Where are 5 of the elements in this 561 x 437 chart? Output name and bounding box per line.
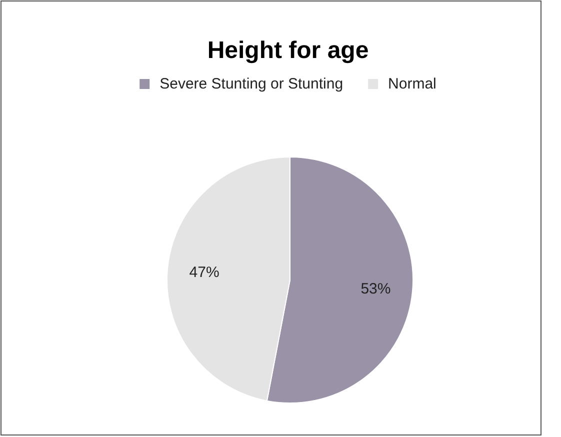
data-label: 47% (189, 264, 220, 282)
data-label: 53% (360, 280, 391, 298)
chart-title: Height for age (207, 37, 369, 64)
legend-label: Severe Stunting or Stunting (160, 76, 344, 92)
legend-label: Normal (388, 76, 436, 92)
